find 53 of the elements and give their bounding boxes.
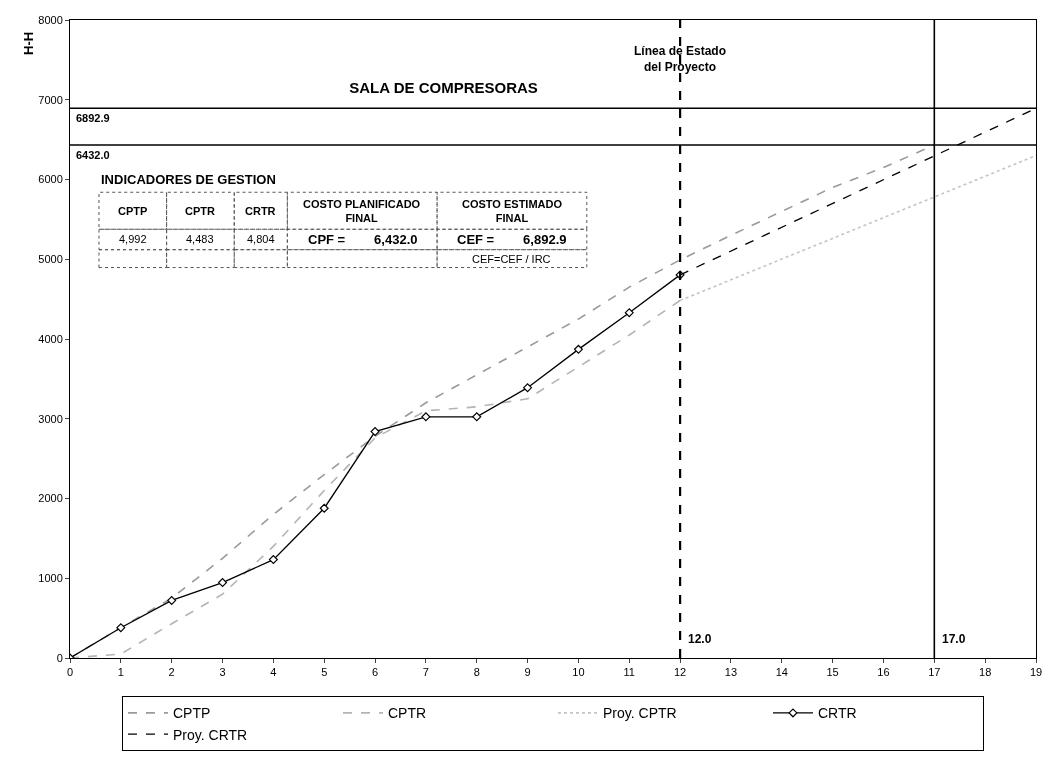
x-tick-label: 11 — [623, 666, 635, 679]
annotation: INDICADORES DE GESTION — [101, 172, 276, 187]
x-tick-label: 2 — [168, 666, 175, 679]
x-tick-label: 17 — [928, 666, 941, 679]
annotation: CPTP — [118, 205, 148, 217]
x-tick-label: 9 — [524, 666, 531, 679]
x-tick-label: 0 — [66, 666, 74, 679]
text: SALA DE COMPRESORAS — [349, 79, 538, 96]
y-tick-label: 8000 — [38, 13, 63, 26]
x-tick-label: 19 — [1029, 666, 1043, 679]
x-tick-label: 12 — [673, 666, 687, 679]
legend-label: Proy. CPTR — [603, 705, 677, 722]
annotation: CPF = 6,432.0 — [308, 232, 418, 247]
annotation: CEF = 6,892.9 — [457, 232, 567, 247]
y-tick-label: 2000 — [38, 492, 63, 505]
y-tick-label: 4000 — [38, 332, 63, 345]
ref-line-label: 6892.9 — [76, 112, 110, 124]
x-tick-label: 15 — [826, 666, 839, 679]
x-tick-label: 18 — [979, 666, 992, 679]
x-tick-label: 14 — [775, 666, 788, 679]
x-tick-label: 6 — [371, 666, 379, 679]
ref-line-label: 6432.0 — [76, 149, 110, 161]
legend-label: CPTR — [388, 705, 427, 722]
y-tick-label: 3000 — [38, 412, 63, 425]
x-tick-label: 1 — [117, 666, 124, 679]
annotation: CRTR — [245, 205, 276, 217]
x-tick-label: 13 — [724, 666, 738, 679]
annotation: Línea de Estado del Proyecto — [634, 44, 727, 74]
legend-label: Proy. CRTR — [173, 726, 248, 743]
ref-line-label: 17.0 — [942, 632, 966, 646]
y-tick-label: 7000 — [38, 93, 63, 106]
annotation: COSTO PLANIFICADO FINAL — [303, 198, 421, 225]
annotation: 4,483 — [186, 233, 214, 245]
x-tick-label: 7 — [422, 666, 429, 679]
x-tick-label: 8 — [473, 666, 480, 679]
x-tick-label: 4 — [270, 666, 277, 679]
x-tick-label: 10 — [572, 666, 585, 679]
annotation: CEF=CEF / IRC — [472, 253, 551, 265]
ref-line-label: 12.0 — [688, 632, 712, 646]
annotation: COSTO ESTIMADO FINAL — [462, 198, 563, 225]
x-tick-label: 3 — [219, 666, 226, 679]
y-axis-title: H-H — [21, 31, 36, 55]
annotation: CPTR — [185, 205, 215, 217]
legend-label: CPTP — [173, 705, 211, 722]
legend-label: CRTR — [818, 705, 857, 722]
y-tick-label: 5000 — [38, 253, 63, 266]
annotation: 4,992 — [119, 233, 147, 245]
y-tick-label: 6000 — [38, 173, 63, 186]
annotation: 4,804 — [247, 233, 275, 245]
x-tick-label: 16 — [877, 666, 890, 679]
y-tick-label: 0 — [56, 651, 63, 664]
y-tick-label: 1000 — [38, 572, 63, 585]
x-tick-label: 5 — [321, 666, 328, 679]
